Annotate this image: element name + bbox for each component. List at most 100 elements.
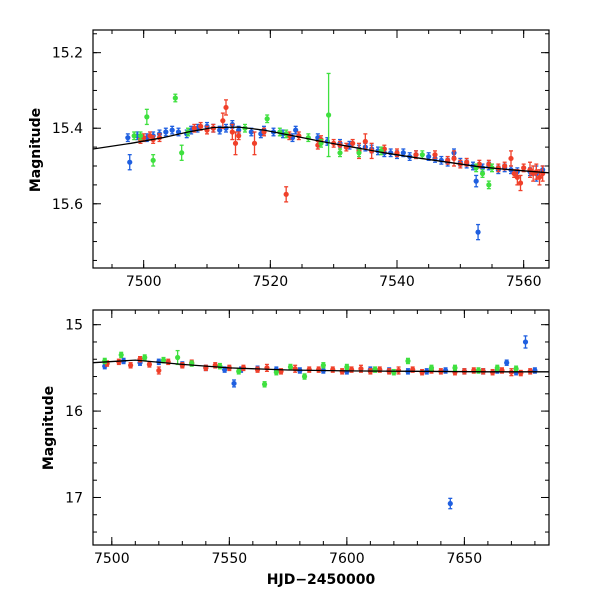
data-point-red [191, 125, 197, 131]
data-point-blue [522, 339, 529, 345]
data-point-red [432, 152, 438, 158]
top-y-axis-label: Magnitude [28, 108, 44, 192]
data-point-blue [222, 367, 228, 373]
bottom-y-axis-label: Magnitude [41, 386, 57, 470]
data-point-red [486, 161, 492, 167]
data-point-green [131, 133, 137, 139]
y-tick-label: 15.6 [52, 197, 83, 213]
data-point-green [337, 150, 343, 156]
data-point-red [362, 138, 368, 145]
data-point-red [223, 104, 229, 111]
x-tick-label: 7550 [212, 551, 248, 567]
y-tick-label: 17 [65, 490, 83, 506]
data-point-green [150, 157, 156, 163]
data-point-green [391, 369, 397, 375]
data-point-green [428, 365, 435, 371]
data-point-red [232, 140, 239, 146]
data-point-blue [169, 127, 175, 133]
data-point-red [508, 155, 514, 162]
data-point-green [344, 364, 350, 370]
y-tick-label: 15.2 [52, 46, 83, 62]
data-layer [93, 335, 549, 510]
data-point-green [118, 352, 124, 358]
x-tick-label: 7500 [126, 274, 162, 290]
data-point-green [320, 362, 326, 368]
data-point-green [137, 133, 144, 139]
data-point-blue [504, 360, 510, 366]
data-point-red [536, 174, 543, 180]
bottom-plot-frame [92, 309, 550, 546]
y-tick-label: 15 [65, 318, 83, 334]
data-point-red [413, 152, 419, 158]
data-point-blue [447, 500, 453, 507]
data-point-green [486, 182, 492, 188]
data-point-green [261, 381, 268, 387]
data-point-green [405, 358, 411, 364]
data-point-red [517, 180, 524, 186]
data-point-green [273, 369, 279, 375]
data-point-red [358, 366, 364, 372]
data-point-red [146, 361, 153, 368]
data-layer [93, 72, 549, 241]
data-point-red [502, 163, 508, 169]
data-point-green [172, 95, 178, 101]
bottom-panel: Magnitude HJD−2450000 7500 7550 7600 7650 15… [41, 309, 550, 588]
data-point-blue [248, 129, 254, 135]
data-point-blue [163, 129, 169, 135]
data-point-red [451, 155, 457, 162]
data-point-green [236, 368, 242, 374]
data-point-green [102, 358, 108, 364]
data-point-red [198, 123, 204, 129]
data-point-blue [125, 135, 131, 141]
data-point-red [419, 369, 425, 375]
data-point-green [494, 365, 500, 371]
data-point-blue [231, 380, 237, 387]
data-point-blue [426, 153, 432, 160]
data-point-red [147, 133, 153, 139]
data-point-green [326, 112, 332, 118]
data-point-green [356, 150, 362, 156]
data-point-red [128, 362, 134, 368]
data-point-blue [442, 367, 449, 374]
x-tick-label: 7560 [506, 274, 542, 290]
data-point-red [521, 165, 527, 171]
data-point-red [350, 140, 356, 146]
data-point-red [236, 133, 242, 139]
y-tick-label: 15.4 [52, 121, 83, 137]
data-point-green [179, 150, 185, 156]
data-point-red [511, 170, 517, 177]
top-panel: Magnitude 7500 7520 7540 7560 15.2 15.4 15.6 [28, 29, 550, 290]
data-point-green [452, 365, 458, 371]
data-point-red [179, 362, 185, 368]
data-point-blue [127, 159, 133, 165]
model-curve [93, 126, 549, 174]
bottom-x-axis-label: HJD−2450000 [267, 572, 376, 588]
data-point-red [283, 191, 289, 197]
data-point-red [251, 140, 258, 146]
data-point-green [144, 114, 150, 120]
y-tick-label: 16 [65, 404, 83, 420]
data-point-green [264, 116, 270, 122]
x-tick-label: 7650 [447, 551, 483, 567]
data-point-green [479, 170, 486, 177]
data-point-red [316, 367, 322, 373]
model-curve [93, 359, 549, 373]
data-point-blue [475, 229, 481, 235]
data-point-red [306, 367, 312, 373]
data-point-green [175, 354, 181, 361]
x-tick-label: 7520 [253, 274, 289, 290]
data-point-green [513, 366, 519, 372]
data-point-green [287, 364, 294, 370]
data-point-red [395, 367, 402, 374]
data-point-red [229, 129, 235, 135]
data-point-blue [400, 150, 406, 156]
data-point-green [142, 354, 148, 361]
x-tick-label: 7600 [329, 551, 365, 567]
x-tick-label: 7500 [94, 551, 130, 567]
x-tick-label: 7540 [379, 274, 415, 290]
data-point-red [330, 367, 336, 373]
data-point-green [160, 357, 167, 363]
data-point-green [419, 152, 425, 158]
data-point-red [464, 159, 470, 165]
data-point-blue [473, 178, 479, 184]
